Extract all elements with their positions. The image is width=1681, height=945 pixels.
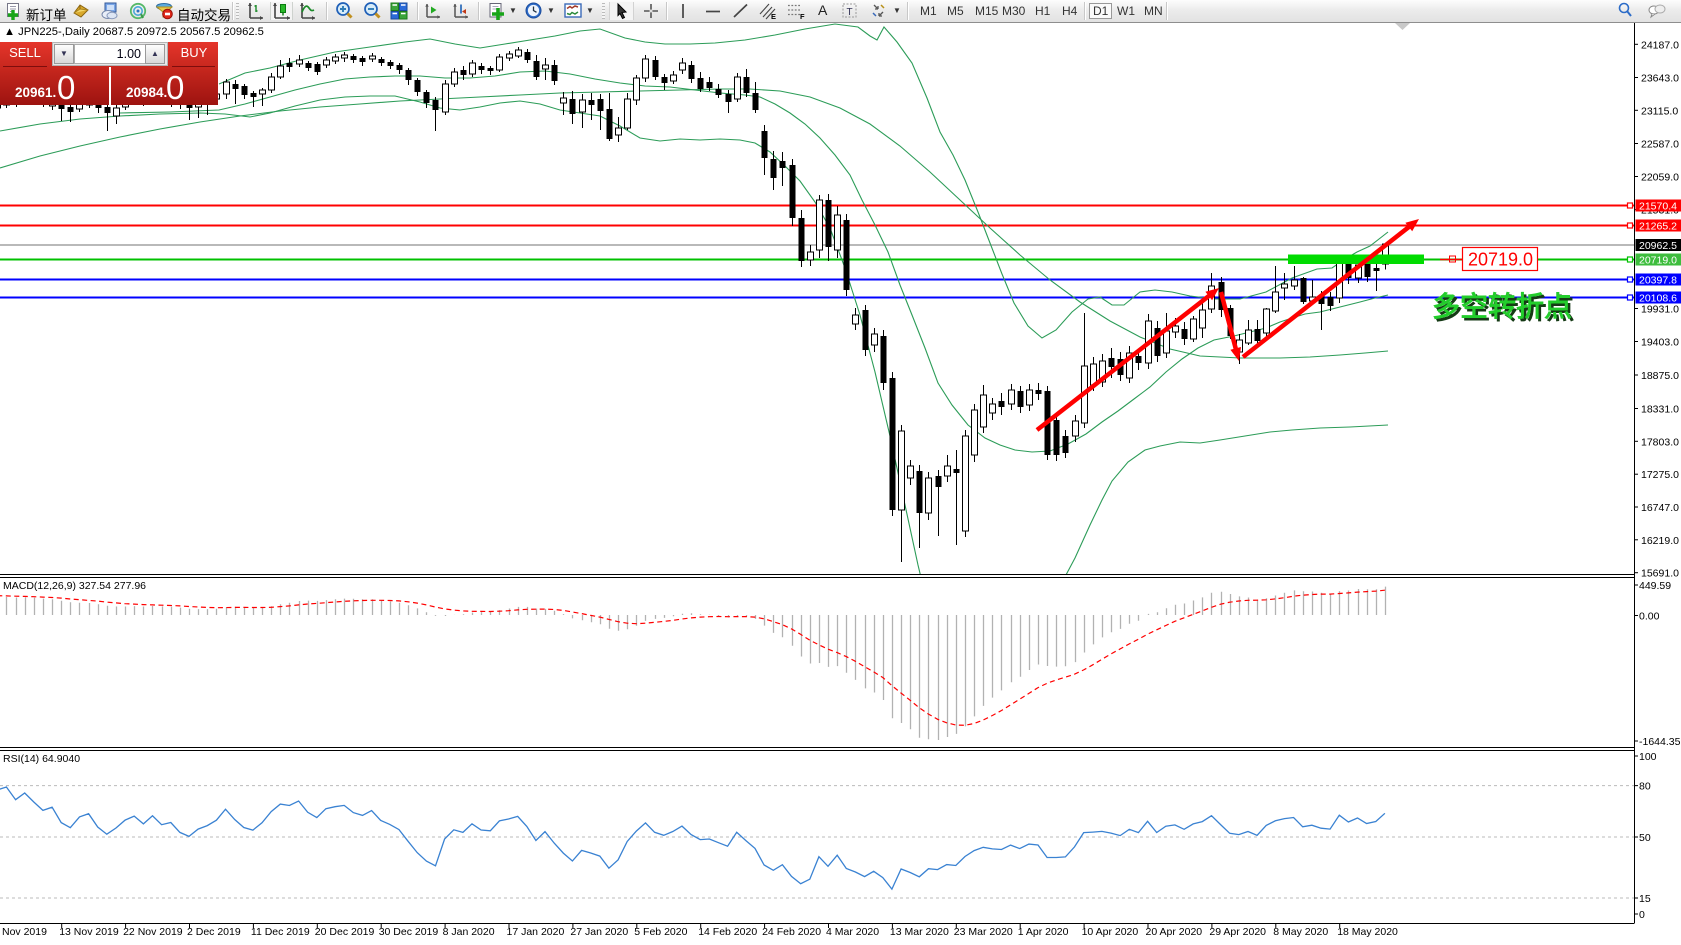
svg-text:-1644.35: -1644.35: [1639, 736, 1681, 748]
svg-text:50: 50: [1639, 832, 1651, 844]
svg-text:多空转折点: 多空转折点: [1435, 293, 1575, 325]
svg-text:17803.0: 17803.0: [1641, 436, 1679, 448]
svg-text:19403.0: 19403.0: [1641, 337, 1679, 349]
svg-text:16747.0: 16747.0: [1641, 502, 1679, 514]
svg-text:20 Dec 2019: 20 Dec 2019: [315, 926, 375, 938]
svg-text:20397.8: 20397.8: [1639, 274, 1677, 286]
svg-text:1 Apr 2020: 1 Apr 2020: [1018, 926, 1069, 938]
svg-text:19931.0: 19931.0: [1641, 304, 1679, 316]
svg-text:▲ JPN225-,Daily 20687.5 20972: ▲ JPN225-,Daily 20687.5 20972.5 20567.5 …: [4, 26, 264, 38]
svg-text:24187.0: 24187.0: [1641, 39, 1679, 51]
svg-text:22 Nov 2019: 22 Nov 2019: [123, 926, 183, 938]
svg-text:22587.0: 22587.0: [1641, 139, 1679, 151]
svg-text:E: E: [771, 12, 776, 20]
svg-text:T: T: [847, 7, 853, 18]
svg-text:2 Dec 2019: 2 Dec 2019: [187, 926, 241, 938]
svg-text:13 Nov 2019: 13 Nov 2019: [59, 926, 119, 938]
svg-text:8 May 2020: 8 May 2020: [1273, 926, 1328, 938]
svg-text:15: 15: [1639, 893, 1651, 905]
svg-text:5 Feb 2020: 5 Feb 2020: [634, 926, 687, 938]
svg-text:30 Dec 2019: 30 Dec 2019: [379, 926, 439, 938]
svg-text:20719.0: 20719.0: [1639, 254, 1677, 266]
svg-text:22059.0: 22059.0: [1641, 172, 1679, 184]
svg-text:10 Apr 2020: 10 Apr 2020: [1082, 926, 1139, 938]
svg-text:16219.0: 16219.0: [1641, 535, 1679, 547]
svg-text:24 Feb 2020: 24 Feb 2020: [762, 926, 821, 938]
svg-text:14 Feb 2020: 14 Feb 2020: [698, 926, 757, 938]
svg-text:449.59: 449.59: [1639, 580, 1671, 592]
svg-text:20108.6: 20108.6: [1639, 292, 1677, 304]
svg-text:Nov 2019: Nov 2019: [2, 926, 47, 938]
svg-text:F: F: [800, 12, 805, 20]
svg-text:23 Mar 2020: 23 Mar 2020: [954, 926, 1013, 938]
svg-text:0: 0: [1639, 909, 1645, 921]
svg-text:20 Apr 2020: 20 Apr 2020: [1146, 926, 1203, 938]
svg-text:多空转折点: 多空转折点: [1432, 290, 1572, 322]
svg-text:18875.0: 18875.0: [1641, 370, 1679, 382]
svg-text:11 Dec 2019: 11 Dec 2019: [251, 926, 310, 938]
svg-text:20962.5: 20962.5: [1639, 240, 1677, 252]
svg-text:8 Jan 2020: 8 Jan 2020: [443, 926, 495, 938]
svg-text:4 Mar 2020: 4 Mar 2020: [826, 926, 879, 938]
svg-text:17275.0: 17275.0: [1641, 469, 1679, 481]
svg-text:13 Mar 2020: 13 Mar 2020: [890, 926, 949, 938]
svg-text:80: 80: [1639, 781, 1651, 793]
svg-text:MACD(12,26,9) 327.54 277.96: MACD(12,26,9) 327.54 277.96: [3, 580, 146, 592]
svg-text:27 Jan 2020: 27 Jan 2020: [570, 926, 628, 938]
svg-text:100: 100: [1639, 751, 1657, 763]
svg-text:0.00: 0.00: [1639, 611, 1660, 623]
svg-text:15691.0: 15691.0: [1641, 568, 1679, 580]
svg-text:17 Jan 2020: 17 Jan 2020: [507, 926, 565, 938]
svg-text:RSI(14) 64.9040: RSI(14) 64.9040: [3, 753, 80, 765]
svg-text:18331.0: 18331.0: [1641, 404, 1679, 416]
svg-text:29 Apr 2020: 29 Apr 2020: [1209, 926, 1266, 938]
svg-text:21570.4: 21570.4: [1639, 200, 1677, 212]
svg-text:18 May 2020: 18 May 2020: [1337, 926, 1398, 938]
svg-text:21265.2: 21265.2: [1639, 220, 1677, 232]
svg-text:20719.0: 20719.0: [1468, 250, 1533, 270]
svg-text:23115.0: 23115.0: [1641, 105, 1678, 117]
svg-text:23643.0: 23643.0: [1641, 73, 1679, 85]
